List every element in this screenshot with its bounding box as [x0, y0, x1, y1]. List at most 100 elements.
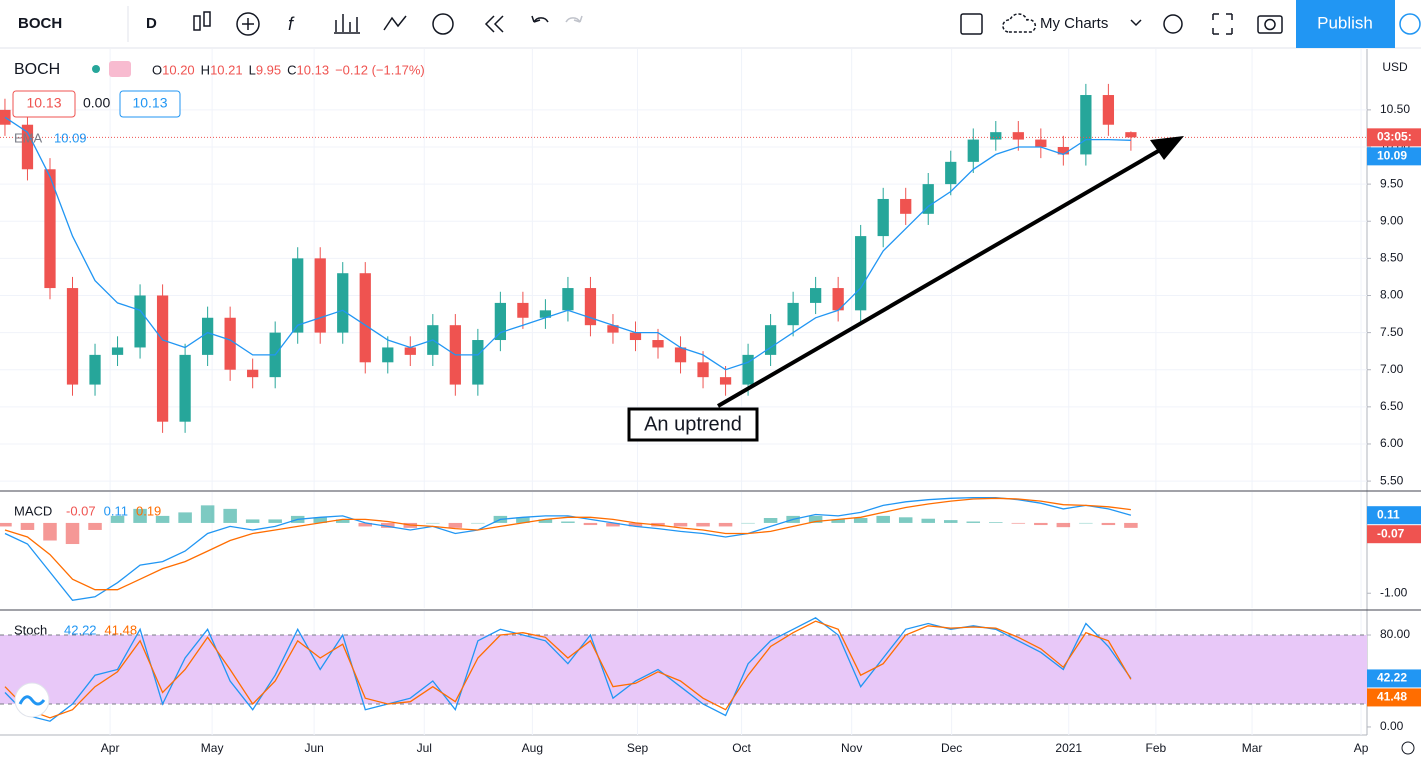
candle-body — [314, 258, 326, 333]
legend-change: −0.12 (−1.17%) — [335, 62, 425, 77]
currency-label: USD — [1382, 60, 1408, 74]
macd-histogram-bar — [831, 519, 845, 523]
annotation-box — [627, 407, 759, 442]
compare-icon[interactable] — [334, 14, 360, 34]
candle-body — [607, 325, 619, 333]
legend-stoch-title: Stoch — [14, 622, 47, 637]
interval-button[interactable]: D — [146, 15, 157, 32]
x-tick-label: Jun — [304, 741, 323, 755]
macd-histogram-bar — [538, 519, 553, 523]
legend-macd-value: 0.19 — [136, 503, 161, 518]
series-line — [4, 497, 1131, 591]
symbol-button[interactable]: BOCH — [18, 15, 62, 32]
undo-icon[interactable] — [531, 15, 549, 23]
candles-icon[interactable] — [193, 15, 201, 31]
legend-macd-value: -0.07 — [66, 503, 96, 518]
layout-icon[interactable] — [960, 13, 983, 35]
candle-body — [1035, 139, 1047, 147]
candle-body — [697, 362, 709, 378]
candle-body — [44, 169, 56, 289]
macd-histogram-bar — [989, 522, 1003, 523]
macd-histogram-bar — [155, 515, 170, 523]
candle-body — [359, 273, 371, 363]
macd-histogram-bar — [898, 517, 913, 523]
histogram-tag-bg — [1367, 525, 1421, 544]
stoch-band — [0, 635, 1367, 704]
candle-body — [21, 124, 34, 170]
candle-body — [1102, 95, 1115, 125]
templates-icon[interactable] — [383, 15, 407, 31]
candle-body — [404, 347, 416, 355]
macd-histogram-bar — [200, 505, 215, 523]
settings-button[interactable] — [1401, 741, 1415, 755]
legend-stoch-value: 42.22 — [64, 622, 97, 637]
stoch-k-tag: 42.22 — [1377, 671, 1407, 685]
alert-icon[interactable] — [432, 13, 454, 35]
snapshot-icon[interactable] — [1257, 15, 1283, 34]
macd-histogram-bar — [133, 508, 147, 523]
legend-dot — [92, 65, 100, 73]
macd-tag: 0.11 — [1377, 507, 1400, 521]
indicators-icon[interactable]: f — [288, 14, 295, 34]
macd-histogram-bar — [358, 522, 373, 527]
replay-icon[interactable] — [484, 15, 504, 33]
toolbar-icons: f — [193, 11, 1283, 36]
redo-icon[interactable] — [565, 15, 583, 23]
macd-histogram-bar — [0, 522, 12, 527]
stoch-d-tag-bg — [1367, 688, 1421, 707]
macd-histogram-bar — [628, 522, 643, 527]
candle-body — [584, 288, 597, 326]
macd-histogram-bar — [110, 515, 125, 523]
series-line — [4, 496, 1132, 602]
toolbar-bg — [0, 0, 1421, 48]
candle-body — [1057, 147, 1069, 155]
add-icon[interactable] — [236, 12, 260, 36]
macd-tag-bg — [1367, 506, 1421, 525]
sell-box — [12, 90, 76, 118]
candle-body — [832, 288, 844, 311]
dropdown-icon[interactable] — [1130, 19, 1142, 27]
legend-ohlc-value: 10.13 — [297, 62, 330, 77]
candles-icon-part — [203, 11, 211, 27]
countdown-bg — [1367, 128, 1421, 147]
macd-histogram-bar — [65, 522, 80, 545]
candle-body — [1125, 132, 1137, 138]
legend-ohlc-label: L — [249, 62, 256, 77]
macd-histogram-bar — [1034, 522, 1048, 526]
macd-histogram-bar — [966, 521, 981, 523]
y-tick-label: 5.50 — [1380, 473, 1404, 487]
layouts-button[interactable]: My Charts — [1040, 15, 1108, 32]
candle-body — [652, 340, 664, 348]
macd-histogram-bar — [43, 522, 57, 541]
legend-ohlc-label: C — [287, 62, 296, 77]
spread: 0.00 — [83, 95, 110, 111]
candle-body — [134, 295, 146, 348]
macd-histogram-bar — [245, 519, 260, 523]
buy-box — [119, 90, 181, 118]
panel-toggle[interactable] — [1399, 13, 1421, 35]
macd-histogram-bar — [673, 522, 688, 527]
legend-ohlc-label: H — [201, 62, 210, 77]
countdown: 03:05: — [1377, 130, 1412, 144]
publish-button[interactable] — [1296, 0, 1395, 48]
macd-histogram-bar — [335, 519, 350, 523]
settings-icon[interactable] — [1163, 14, 1183, 34]
candle-body — [990, 132, 1002, 140]
macd-histogram-bar — [20, 522, 35, 530]
fullscreen-icon[interactable] — [1212, 13, 1233, 35]
candle-body — [66, 288, 79, 385]
legend-ema-name: EMA — [14, 130, 43, 145]
candle-body — [111, 347, 124, 355]
candle-body — [201, 317, 214, 355]
x-tick-label: May — [201, 741, 224, 755]
legend-ohlc-value: 10.20 — [162, 62, 195, 77]
y-tick-label: 8.00 — [1380, 288, 1404, 302]
y-tick-label: 9.50 — [1380, 176, 1404, 190]
macd-histogram-bar — [583, 522, 598, 526]
y-tick-label: 8.50 — [1380, 251, 1404, 265]
candle-body — [629, 332, 642, 341]
macd-histogram-bar — [88, 522, 102, 530]
candle-body — [742, 354, 754, 385]
logo-mark — [18, 695, 46, 706]
